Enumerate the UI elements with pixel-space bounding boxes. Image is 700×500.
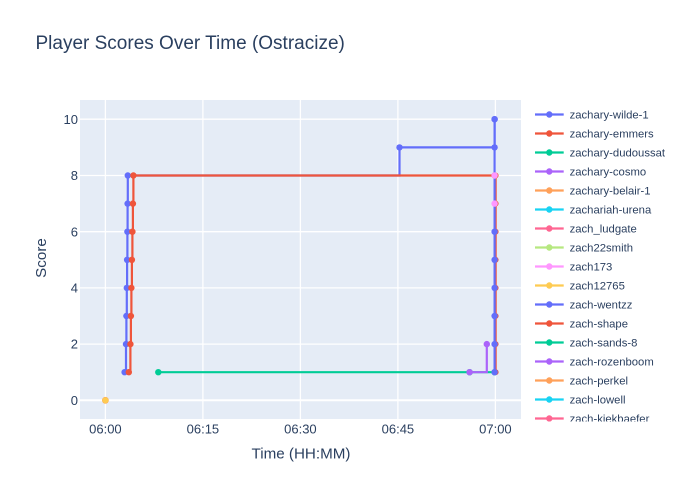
svg-text:06:30: 06:30	[284, 421, 317, 436]
svg-text:zach-wentzz: zach-wentzz	[570, 300, 633, 312]
svg-text:zach-shape: zach-shape	[570, 319, 628, 331]
svg-text:zach_ludgate: zach_ludgate	[570, 224, 637, 236]
svg-text:06:15: 06:15	[187, 421, 220, 436]
svg-text:Time (HH:MM): Time (HH:MM)	[252, 445, 351, 462]
svg-text:zachary-emmers: zachary-emmers	[570, 129, 654, 141]
svg-text:06:45: 06:45	[382, 421, 415, 436]
svg-text:6: 6	[71, 224, 78, 239]
svg-text:zachary-wilde-1: zachary-wilde-1	[570, 110, 649, 122]
svg-text:07:00: 07:00	[479, 421, 512, 436]
svg-text:zachary-belair-1: zachary-belair-1	[570, 186, 651, 198]
svg-text:zach-sands-8: zach-sands-8	[570, 338, 638, 350]
svg-text:Player Scores Over Time (Ostra: Player Scores Over Time (Ostracize)	[36, 33, 345, 54]
svg-text:zach-lowell: zach-lowell	[570, 395, 626, 407]
svg-text:zachary-dudoussat: zachary-dudoussat	[570, 148, 666, 160]
svg-text:0: 0	[71, 393, 78, 408]
svg-text:06:00: 06:00	[89, 421, 122, 436]
svg-text:zachariah-urena: zachariah-urena	[570, 205, 652, 217]
svg-text:2: 2	[71, 337, 78, 352]
svg-text:zach22smith: zach22smith	[570, 243, 633, 255]
svg-text:zach12765: zach12765	[570, 281, 625, 293]
svg-text:Score: Score	[33, 238, 50, 278]
svg-text:zach-perkel: zach-perkel	[570, 376, 628, 388]
svg-text:8: 8	[71, 168, 78, 183]
svg-text:zach173: zach173	[570, 262, 613, 274]
svg-text:zachary-cosmo: zachary-cosmo	[570, 167, 647, 179]
svg-text:zach-rozenboom: zach-rozenboom	[570, 357, 654, 369]
svg-text:10: 10	[64, 112, 78, 127]
svg-text:zach-kiekbaefer: zach-kiekbaefer	[570, 414, 650, 426]
svg-text:4: 4	[71, 281, 78, 296]
